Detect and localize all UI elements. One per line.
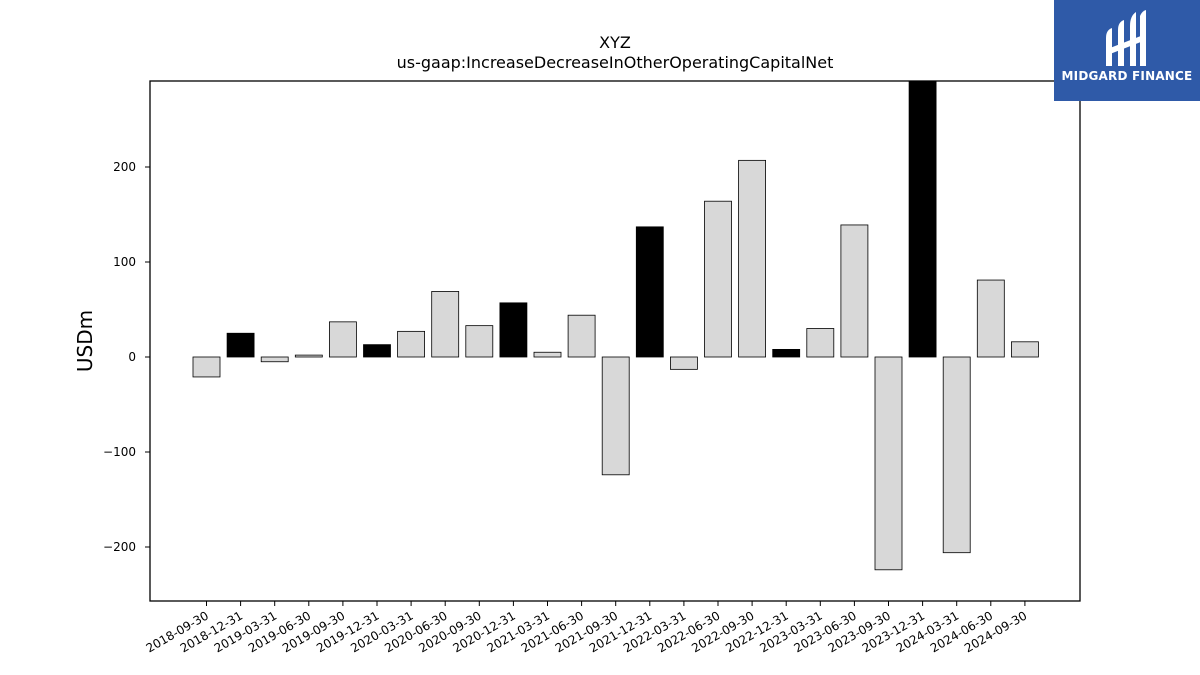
bar-2023-03-31 [806,328,835,358]
bar-2022-03-31 [670,356,698,370]
y-tick-label: 200 [113,160,136,174]
bar-2019-03-31 [260,356,289,363]
bar-2020-12-31 [499,302,528,358]
y-tick-label: −200 [103,540,136,554]
plot-frame [149,80,1081,602]
bar-2022-06-30 [704,200,732,358]
chart-subtitle: us-gaap:IncreaseDecreaseInOtherOperating… [397,53,834,72]
midgard-logo-icon [1106,10,1146,66]
bar-2022-09-30 [738,159,766,358]
y-axis-ticks: 200 100 0 −100 −200 [103,160,150,554]
bar-2019-09-30 [328,321,357,358]
bar-2022-12-31 [772,348,801,358]
y-axis-label: USDm [73,310,97,372]
brand-logo: MIDGARD FINANCE [1054,0,1200,101]
bar-2024-03-31 [942,356,971,554]
bar-2023-06-30 [840,224,869,358]
bar-2023-09-30 [874,356,903,571]
y-tick-label: 0 [128,350,136,364]
bar-2020-03-31 [397,330,426,358]
bar-2020-06-30 [431,291,460,358]
bar-2019-06-30 [294,354,323,358]
bar-2019-12-31 [363,344,391,358]
chart-title: XYZ [599,33,631,52]
bars-group [192,81,1039,571]
bar-2018-12-31 [226,332,255,358]
y-tick-label: 100 [113,255,136,269]
bar-2024-09-30 [1011,341,1039,358]
brand-name: MIDGARD FINANCE [1061,69,1193,83]
y-tick-label: −100 [103,445,136,459]
bar-2023-12-31 [908,81,937,358]
bar-2021-06-30 [567,314,596,358]
bar-2021-03-31 [533,351,562,358]
bar-2024-06-30 [976,279,1005,358]
bar-2018-09-30 [192,356,221,378]
bar-2021-12-31 [635,226,664,358]
bar-2021-09-30 [601,356,630,476]
bar-2020-09-30 [465,325,494,358]
x-axis-ticks: 2018-09-302018-12-312019-03-312019-06-30… [144,601,1029,655]
